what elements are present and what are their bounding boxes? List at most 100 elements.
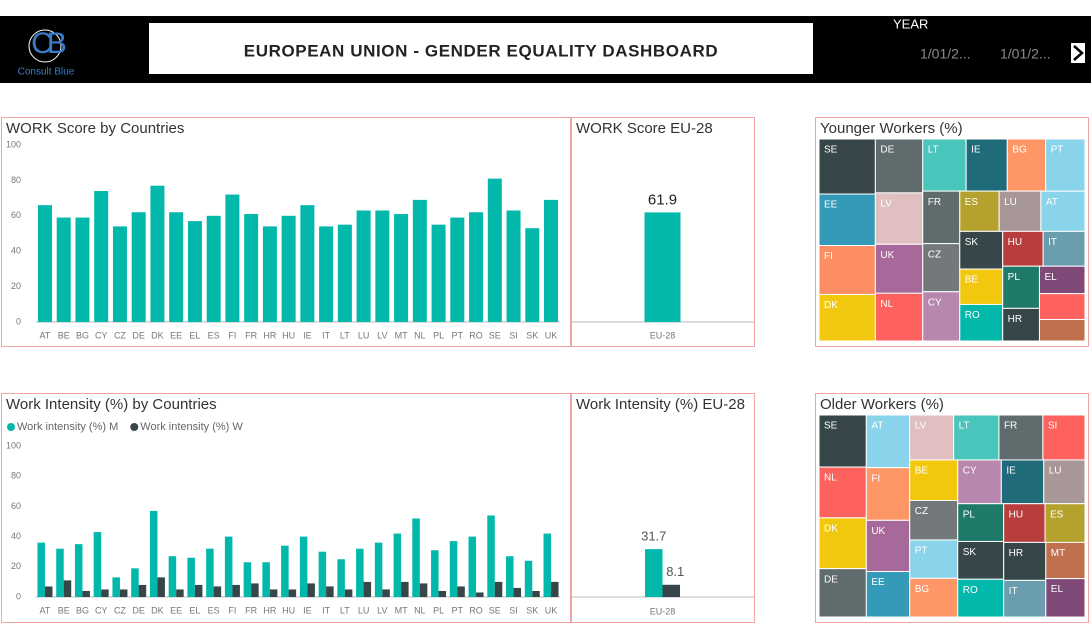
slicer-from[interactable]: 1/01/2... [920, 46, 971, 62]
bar [269, 589, 278, 597]
bar [63, 580, 72, 597]
tile-label: HR [1008, 314, 1022, 325]
bar [356, 210, 371, 322]
x-tick-label: FR [245, 330, 257, 340]
bar [187, 221, 202, 322]
x-tick-label: IE [303, 330, 312, 340]
tile-label: EE [871, 577, 885, 588]
x-tick-label: BE [58, 605, 70, 615]
bar [318, 551, 327, 597]
x-tick-label: PT [452, 330, 464, 340]
bar [307, 583, 315, 597]
treemap-tile [909, 414, 955, 461]
y-tick-label: 20 [11, 561, 21, 571]
bar [299, 536, 308, 597]
treemap-tile [874, 292, 924, 342]
tile-label: HU [1009, 509, 1023, 520]
y-tick-label: 0 [16, 316, 21, 326]
bar [131, 212, 146, 322]
tile-label: SI [1048, 421, 1057, 432]
y-tick-label: 40 [11, 246, 21, 256]
tile-label: HU [1008, 237, 1022, 248]
bar [206, 215, 221, 322]
bar [544, 199, 559, 322]
tile-label: UK [871, 526, 885, 537]
tile-label: CZ [915, 506, 928, 517]
y-tick-label: 100 [6, 139, 21, 149]
tile-label: EE [824, 200, 838, 211]
data-label: 8.1 [666, 564, 684, 579]
bar [337, 559, 345, 597]
tile-label: EL [1044, 272, 1057, 283]
treemap-tile [909, 539, 959, 579]
bar [506, 556, 514, 597]
x-tick-label: PL [433, 330, 444, 340]
bar [363, 581, 372, 597]
bar [82, 590, 90, 597]
panel [571, 393, 755, 623]
bar [56, 217, 71, 322]
bar [300, 205, 315, 322]
treemap-tile [957, 578, 1005, 618]
tile-label: FI [824, 251, 833, 262]
x-tick-label: NL [414, 330, 426, 340]
tile-label: LU [1004, 197, 1017, 208]
treemap-tile [818, 568, 867, 618]
treemap-tile [865, 414, 911, 469]
x-tick-label: NL [414, 605, 426, 615]
tile-label: FI [871, 473, 880, 484]
treemap-tile [874, 243, 924, 294]
slicer-to[interactable]: 1/01/2... [1000, 46, 1051, 62]
x-tick-label: CY [95, 330, 108, 340]
tile-label: ES [1050, 509, 1064, 520]
tile-label: LV [915, 421, 927, 432]
bar [382, 589, 390, 597]
tile-label: LV [880, 199, 892, 210]
bar [487, 178, 502, 322]
x-tick-label: LV [377, 330, 387, 340]
tile-label: BG [1012, 145, 1027, 156]
bar [431, 550, 439, 597]
tile-label: IE [971, 145, 981, 156]
y-tick-label: 20 [11, 281, 21, 291]
tile-label: IE [1006, 466, 1016, 477]
x-tick-label: DK [151, 330, 164, 340]
chart-title: Work Intensity (%) by Countries [6, 396, 217, 413]
bar [37, 542, 45, 597]
bar [157, 577, 165, 597]
bar [319, 226, 334, 322]
x-tick-label: HU [282, 605, 295, 615]
chart-title: Older Workers (%) [820, 396, 944, 413]
treemap-tile [998, 414, 1044, 461]
bar [662, 584, 680, 597]
tile-label: BE [915, 466, 929, 477]
bar [450, 217, 465, 322]
x-tick-label: SK [526, 330, 538, 340]
bar [187, 557, 195, 597]
treemap-tile [1006, 138, 1047, 192]
x-tick-label: LV [377, 605, 387, 615]
bar [468, 536, 477, 597]
x-tick-label: ES [208, 605, 220, 615]
treemap-tile [953, 414, 1000, 461]
x-tick-label: IE [303, 605, 312, 615]
bar [37, 205, 52, 322]
x-tick-label: ES [208, 330, 220, 340]
tile-label: MT [1051, 548, 1065, 559]
bar [393, 533, 402, 597]
bar [168, 556, 177, 597]
bar [412, 199, 427, 322]
x-tick-label: CZ [114, 330, 126, 340]
tile-label: HR [1009, 548, 1023, 559]
bar [532, 590, 540, 597]
x-tick-label: CY [95, 605, 108, 615]
bar [281, 545, 289, 597]
bar [551, 581, 559, 597]
tile-label: CY [963, 466, 977, 477]
bar [344, 589, 353, 597]
treemap-tile [957, 459, 1002, 505]
x-tick-label: FR [245, 605, 257, 615]
tile-label: LT [959, 421, 970, 432]
tile-label: FR [1004, 421, 1017, 432]
tile-label: PL [1008, 272, 1021, 283]
